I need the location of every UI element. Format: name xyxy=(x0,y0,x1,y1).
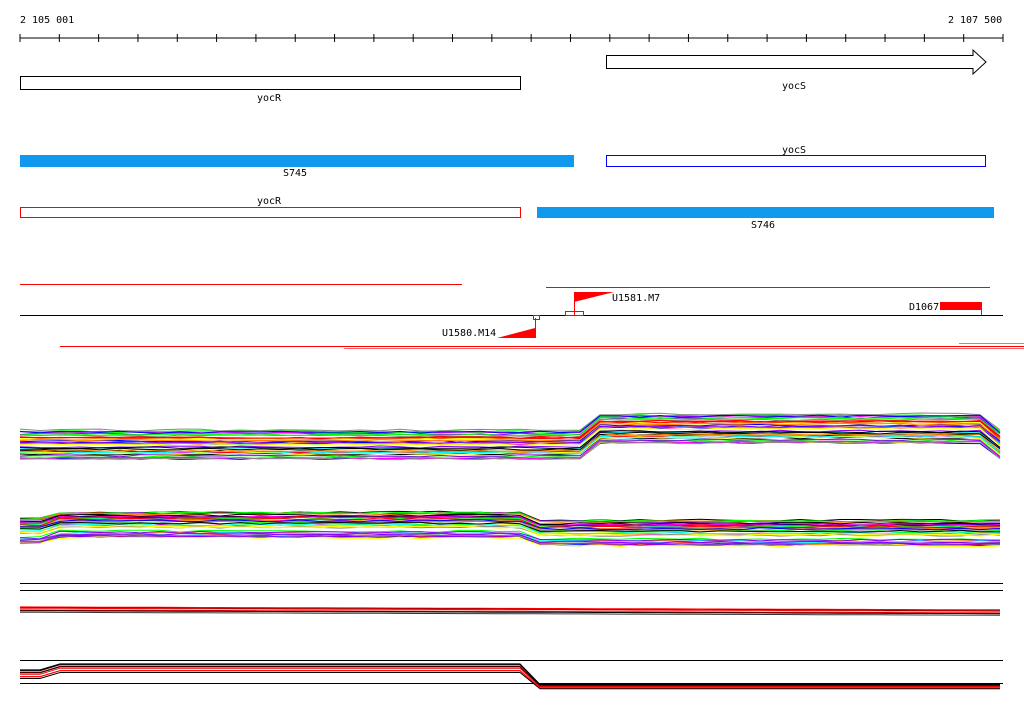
expression-trace xyxy=(20,431,1001,451)
expression-trace xyxy=(20,663,1000,685)
expression-trace xyxy=(19,433,1001,453)
ruler-end-label: 2 107 500 xyxy=(948,15,1002,26)
expression-trace xyxy=(19,534,1001,546)
expression-traces-panel-1 xyxy=(19,412,1001,461)
expression-trace xyxy=(19,523,1001,535)
feature-label: U1581.M7 xyxy=(612,293,660,304)
expression-traces-panel-2 xyxy=(19,510,1001,548)
expression-trace xyxy=(19,521,1001,533)
expression-trace xyxy=(19,419,1001,439)
expression-trace xyxy=(20,665,1000,687)
expression-trace xyxy=(20,667,1000,688)
expression-trace xyxy=(20,666,1000,687)
expression-traces-panel-3 xyxy=(19,583,1003,616)
feature-label: U1580.M14 xyxy=(442,328,496,339)
expression-trace xyxy=(19,417,1001,437)
expression-trace xyxy=(19,424,1001,444)
expression-trace xyxy=(19,610,1001,615)
expression-trace xyxy=(19,514,1000,526)
segment-yocS[interactable]: yocS xyxy=(606,145,986,167)
expression-trace xyxy=(19,609,1001,614)
expression-trace xyxy=(19,515,1001,527)
expression-trace xyxy=(19,418,1001,438)
expression-trace xyxy=(19,441,1001,461)
expression-trace xyxy=(19,529,1000,541)
ruler-start-label: 2 105 001 xyxy=(20,15,74,26)
expression-trace xyxy=(20,670,1000,689)
expression-trace xyxy=(19,607,1001,612)
segment-label: yocS xyxy=(782,145,806,156)
expression-trace xyxy=(19,427,1001,447)
expression-trace xyxy=(19,436,1001,456)
segment-label: S746 xyxy=(751,220,775,231)
expression-trace xyxy=(20,611,1001,616)
segment-label: yocR xyxy=(257,196,282,207)
segment-yocR[interactable]: yocR xyxy=(20,196,521,218)
expression-trace xyxy=(19,525,1001,537)
expression-trace xyxy=(19,530,1001,542)
gene-yocR[interactable]: yocR xyxy=(20,76,521,105)
expression-trace xyxy=(19,513,1001,525)
expression-trace xyxy=(20,672,1000,690)
expression-trace xyxy=(19,532,1001,544)
gene-label: yocR xyxy=(257,93,282,104)
expression-trace xyxy=(19,517,1001,529)
feature-D1067[interactable]: D1067 xyxy=(909,302,982,315)
feature-track: U1581.M7 U1580.M14 D1067 xyxy=(20,284,1024,349)
segment-S745[interactable]: S745 xyxy=(20,155,574,179)
expression-trace xyxy=(19,438,1001,458)
expression-trace xyxy=(19,422,1001,442)
feature-U1581-M7[interactable]: U1581.M7 xyxy=(565,292,661,316)
expression-trace xyxy=(19,414,1001,434)
ruler: 2 105 001 2 107 500 xyxy=(19,15,1004,42)
expression-trace xyxy=(19,512,1001,523)
expression-trace xyxy=(19,519,1001,531)
gene-label: yocS xyxy=(782,81,806,92)
feature-label: D1067 xyxy=(909,302,939,313)
expression-trace xyxy=(19,412,1001,432)
gene-yocS[interactable]: yocS xyxy=(606,48,987,92)
feature-U1580-M14[interactable]: U1580.M14 xyxy=(442,315,540,340)
expression-trace xyxy=(19,430,1001,450)
expression-traces-panel-4 xyxy=(20,660,1003,690)
expression-trace xyxy=(19,606,1000,611)
segment-S746[interactable]: S746 xyxy=(537,207,994,231)
expression-trace xyxy=(19,414,1001,434)
segment-label: S745 xyxy=(283,168,307,179)
expression-trace xyxy=(19,436,1001,456)
